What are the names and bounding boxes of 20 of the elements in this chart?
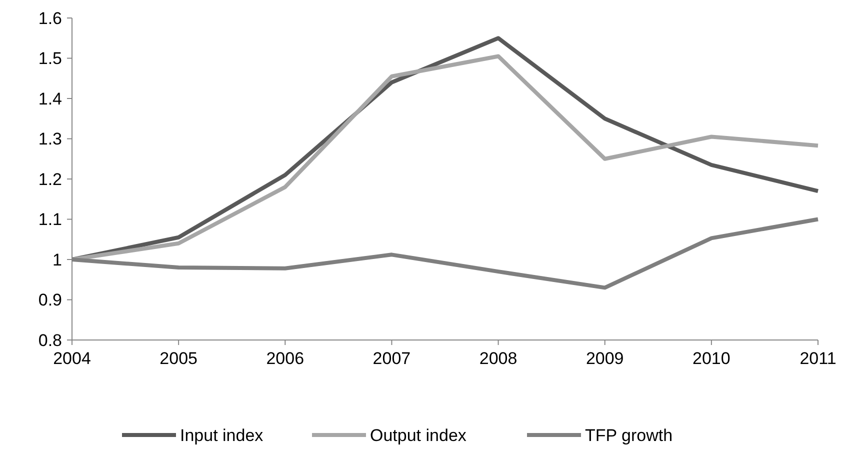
- y-tick-label: 1.1: [38, 210, 62, 230]
- y-tick-label: 1.5: [38, 49, 62, 68]
- legend-label: TFP growth: [585, 426, 673, 445]
- x-tick-label: 2007: [372, 349, 411, 368]
- x-tick-label: 2006: [266, 349, 304, 368]
- legend-label: Output index: [370, 426, 467, 445]
- x-tick-label: 2011: [800, 349, 836, 368]
- y-tick-label: 1.4: [38, 89, 62, 108]
- x-tick-label: 2008: [479, 349, 518, 368]
- y-tick-label: 0.9: [38, 290, 62, 310]
- y-tick-label: 1.6: [38, 8, 62, 28]
- y-tick-label: 1: [52, 250, 62, 270]
- x-tick-label: 2004: [53, 349, 91, 368]
- x-tick-label: 2010: [692, 349, 730, 368]
- y-tick-label: 0.8: [38, 330, 62, 350]
- legend-label: Input index: [180, 426, 264, 445]
- y-tick-label: 1.3: [38, 130, 62, 149]
- y-tick-label: 1.2: [38, 170, 62, 189]
- x-tick-label: 2005: [160, 349, 198, 368]
- x-tick-label: 2009: [586, 349, 624, 368]
